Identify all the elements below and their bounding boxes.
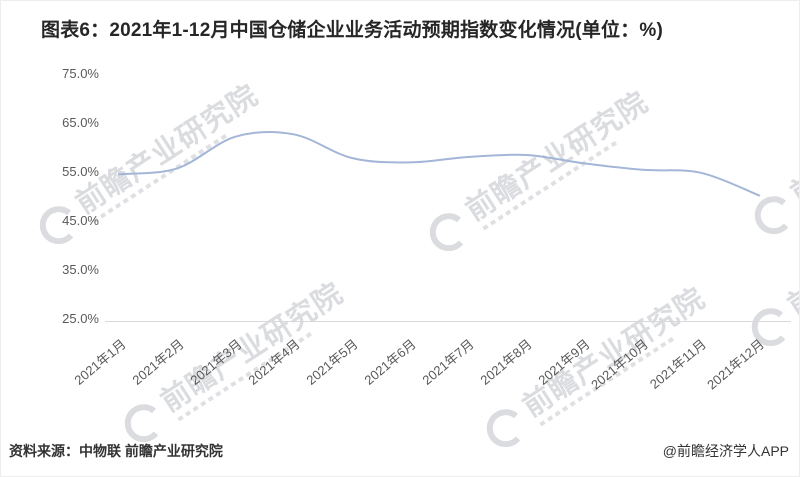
x-tick-label: 2021年7月 — [419, 336, 477, 388]
y-tick-label: 75.0% — [62, 66, 99, 81]
data-source-note: 资料来源：中物联 前瞻产业研究院 — [9, 443, 223, 459]
watermark-subtext — [482, 139, 619, 231]
watermark: 前瞻产业研究院 — [740, 167, 800, 361]
x-tick-label: 2021年2月 — [129, 336, 187, 388]
x-tick-label: 2021年11月 — [646, 336, 709, 392]
y-tick-label: 35.0% — [62, 262, 99, 277]
qianzhan-logo-icon — [428, 211, 470, 253]
qianzhan-logo-icon — [485, 407, 527, 449]
y-tick-label: 65.0% — [62, 115, 99, 130]
watermark-subtext — [92, 132, 229, 224]
watermark-text: 前瞻产业研究院 — [785, 69, 800, 211]
watermark: 前瞻产业研究院 — [28, 65, 285, 259]
x-tick-label: 2021年9月 — [535, 336, 593, 388]
chart-title: 图表6：2021年1-12月中国仓储企业业务活动预期指数变化情况(单位：%) — [41, 20, 664, 41]
y-tick-label: 45.0% — [62, 213, 99, 228]
watermark-text: 前瞻产业研究院 — [460, 86, 655, 228]
watermark: 前瞻产业研究院 — [418, 72, 675, 266]
watermark-text: 前瞻产业研究院 — [782, 181, 800, 323]
x-tick-label: 2021年1月 — [71, 336, 129, 388]
watermark-text: 前瞻产业研究院 — [70, 79, 265, 221]
x-tick-label: 2021年8月 — [477, 336, 535, 388]
y-tick-label: 55.0% — [62, 164, 99, 179]
y-tick-label: 25.0% — [62, 311, 99, 326]
qianzhan-logo-icon — [123, 402, 165, 444]
x-axis-line — [105, 321, 791, 322]
x-tick-label: 2021年10月 — [587, 336, 651, 393]
x-tick-label: 2021年4月 — [245, 336, 303, 388]
index-line-series — [118, 131, 761, 197]
x-tick-label: 2021年6月 — [361, 336, 419, 388]
app-credit: @前瞻经济学人APP — [662, 443, 789, 459]
x-tick-label: 2021年3月 — [187, 336, 245, 388]
qianzhan-logo-icon — [753, 194, 795, 236]
x-tick-label: 2021年12月 — [703, 336, 767, 393]
watermark: 前瞻产业研究院 — [743, 55, 800, 249]
x-tick-label: 2021年5月 — [303, 336, 361, 388]
